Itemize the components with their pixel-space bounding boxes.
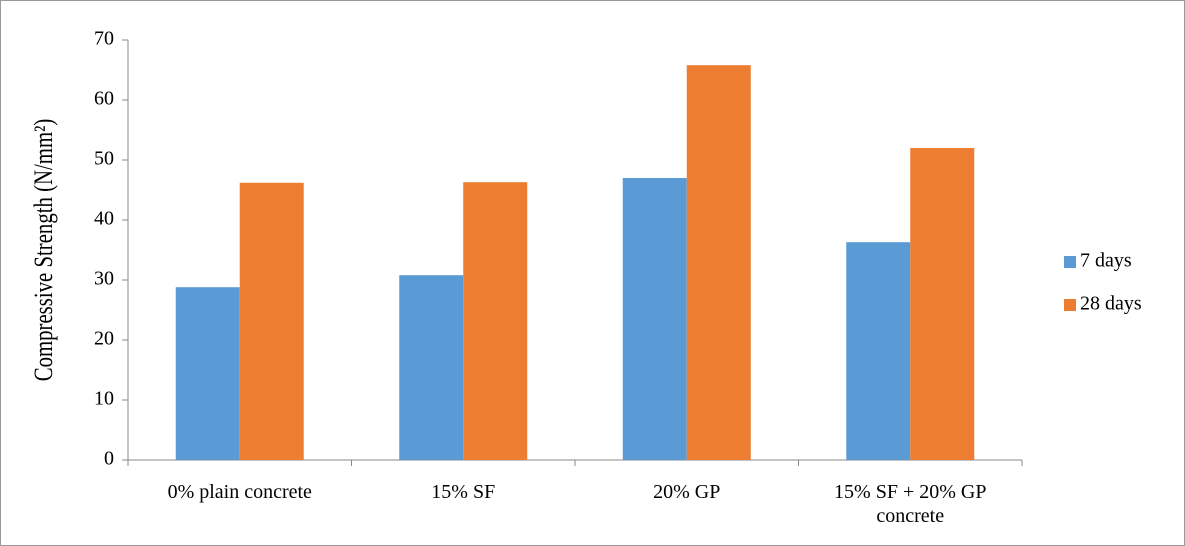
y-tick-label: 50 (94, 148, 114, 170)
bar (399, 275, 464, 460)
legend-swatch (1064, 256, 1076, 268)
y-tick-label: 10 (94, 388, 114, 410)
y-tick-label: 60 (94, 88, 114, 110)
legend-label: 7 days (1080, 250, 1132, 272)
y-tick-label: 70 (94, 28, 114, 50)
bar (175, 287, 240, 460)
legend-label: 28 days (1080, 293, 1142, 315)
legend-swatch (1064, 299, 1076, 311)
y-axis-title: Compressive Strength (N/mm²) (30, 119, 59, 382)
bar (686, 65, 751, 460)
bar (622, 178, 687, 460)
y-tick-label: 0 (104, 448, 114, 470)
y-tick-label: 40 (94, 208, 114, 230)
bar (463, 182, 528, 460)
y-tick-label: 20 (94, 328, 114, 350)
bar (846, 242, 911, 460)
x-tick-label: 15% SF + 20% GP concrete (834, 481, 987, 527)
bar (239, 182, 304, 461)
x-tick-label: 20% GP (653, 481, 721, 503)
x-tick-label: 0% plain concrete (167, 481, 312, 503)
x-tick-label: 15% SF (431, 481, 496, 503)
bar (910, 148, 975, 460)
y-tick-label: 30 (94, 268, 114, 290)
